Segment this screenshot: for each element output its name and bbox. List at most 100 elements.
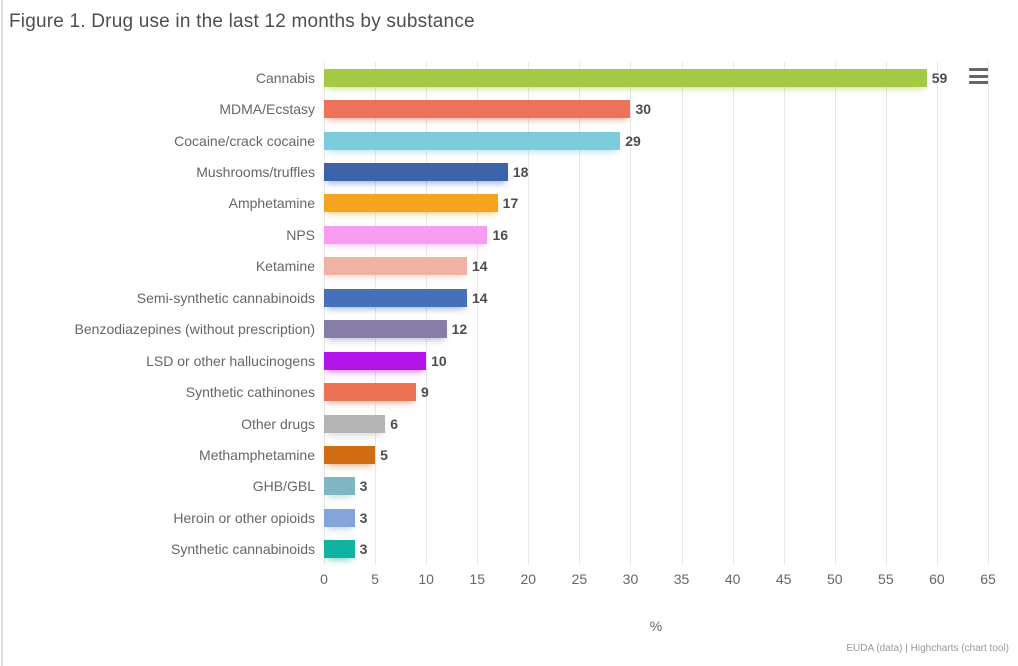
x-axis-tick-label: 25	[571, 571, 588, 587]
bar-row: MDMA/Ecstasy 30	[0, 93, 1018, 124]
hamburger-menu-icon	[969, 74, 989, 78]
bar-row: Synthetic cannabinoids 3	[0, 534, 1018, 565]
x-axis-tick-label: 15	[469, 571, 486, 587]
x-axis-tick-label: 45	[775, 571, 792, 587]
category-label: Synthetic cathinones	[185, 384, 315, 401]
x-axis-tick-label: 10	[418, 571, 434, 587]
bar[interactable]	[324, 100, 631, 119]
category-label: Cocaine/crack cocaine	[174, 132, 315, 149]
value-label: 14	[472, 289, 488, 306]
bar[interactable]	[324, 257, 467, 276]
gridline	[324, 62, 325, 565]
x-axis-tick-label: 0	[320, 571, 328, 587]
x-axis-tick-label: 40	[724, 571, 741, 587]
gridlines	[324, 62, 989, 565]
gridline	[477, 62, 479, 565]
gridline	[426, 62, 428, 565]
bar-row: Synthetic cathinones 9	[0, 376, 1018, 407]
bar[interactable]	[324, 225, 488, 244]
category-label: Synthetic cannabinoids	[171, 541, 315, 558]
category-label: Heroin or other opioids	[173, 509, 315, 526]
bar-row: NPS 16	[0, 219, 1018, 250]
export-menu-button[interactable]	[969, 68, 989, 84]
bar-track: 6	[324, 408, 988, 439]
bar-row: Cocaine/crack cocaine 29	[0, 125, 1018, 156]
bar[interactable]	[324, 288, 467, 307]
bar-row: GHB/GBL 3	[0, 471, 1018, 502]
bar-row: Ketamine 14	[0, 251, 1018, 282]
x-axis-tick-label: 35	[673, 571, 690, 587]
bar-track: 29	[324, 125, 988, 156]
category-label: Mushrooms/truffles	[196, 164, 315, 181]
gridline	[988, 62, 989, 565]
category-label: MDMA/Ecstasy	[219, 101, 315, 118]
bar-row: Methamphetamine 5	[0, 439, 1018, 470]
category-label: Methamphetamine	[199, 446, 315, 463]
bar[interactable]	[324, 383, 416, 402]
value-label: 3	[359, 541, 368, 558]
bar[interactable]	[324, 540, 355, 559]
left-border-rule	[1, 0, 3, 666]
bar-row: Other drugs 6	[0, 408, 1018, 439]
bar-row: Semi-synthetic cannabinoids 14	[0, 282, 1018, 313]
gridline	[834, 62, 836, 565]
gridline	[528, 62, 530, 565]
credits-tool-link[interactable]: Highcharts (chart tool)	[910, 643, 1009, 654]
x-axis-tick-label: 55	[878, 571, 894, 587]
x-axis-tick-label: 60	[929, 571, 945, 587]
bar-row: LSD or other hallucinogens 10	[0, 345, 1018, 376]
hamburger-menu-icon	[969, 81, 989, 84]
bar-track: 14	[324, 282, 988, 313]
gridline	[936, 62, 938, 565]
bar[interactable]	[324, 194, 498, 213]
x-axis-ticks: 0 5 10 15 20 25 30 35 40 45 50 55 60 65	[320, 571, 996, 589]
bar-track: 14	[324, 251, 988, 282]
category-label: Benzodiazepines (without prescription)	[74, 321, 315, 338]
value-label: 3	[359, 478, 368, 495]
bar[interactable]	[324, 351, 427, 370]
bar[interactable]	[324, 445, 376, 464]
value-label: 5	[380, 446, 388, 463]
credits-data-source-link[interactable]: EUDA (data)	[846, 643, 903, 654]
bar-track: 16	[324, 219, 988, 250]
bar-track: 3	[324, 502, 988, 533]
gridline	[579, 62, 581, 565]
category-label: Other drugs	[241, 415, 315, 432]
value-label: 30	[635, 101, 652, 118]
value-label: 17	[502, 195, 519, 212]
bar-track: 12	[324, 314, 988, 345]
category-label: Cannabis	[255, 69, 315, 86]
bar[interactable]	[324, 508, 355, 527]
bar-track: 10	[324, 345, 988, 376]
chart-title: Figure 1. Drug use in the last 12 months…	[9, 11, 475, 32]
value-label: 3	[359, 509, 368, 526]
bar-track: 30	[324, 93, 988, 124]
bar-rows: Cannabis 59 MDMA/Ecstasy 30 Cocaine/crack co…	[0, 62, 1018, 565]
bar-track: 9	[324, 376, 988, 407]
bar-row: Benzodiazepines (without prescription) 12	[0, 314, 1018, 345]
bar[interactable]	[324, 131, 621, 150]
category-label: GHB/GBL	[252, 478, 315, 495]
bar[interactable]	[324, 163, 508, 182]
chart-credits: EUDA (data) | Highcharts (chart tool)	[846, 643, 1009, 654]
bar[interactable]	[324, 68, 927, 87]
gridline	[732, 62, 734, 565]
bar[interactable]	[324, 414, 386, 433]
value-label: 12	[451, 321, 468, 338]
category-label: Amphetamine	[228, 195, 315, 212]
bar-row: Heroin or other opioids 3	[0, 502, 1018, 533]
category-label: Semi-synthetic cannabinoids	[136, 289, 315, 306]
value-label: 29	[625, 132, 641, 149]
bar-track: 18	[324, 156, 988, 187]
bar-row: Mushrooms/truffles 18	[0, 156, 1018, 187]
bar-track: 17	[324, 188, 988, 219]
gridline	[630, 62, 632, 565]
gridline	[375, 62, 377, 565]
bar[interactable]	[324, 320, 447, 339]
value-label: 9	[420, 384, 429, 401]
bar-track: 3	[324, 534, 988, 565]
value-label: 6	[390, 415, 399, 432]
value-label: 59	[931, 69, 948, 86]
bar[interactable]	[324, 477, 355, 496]
